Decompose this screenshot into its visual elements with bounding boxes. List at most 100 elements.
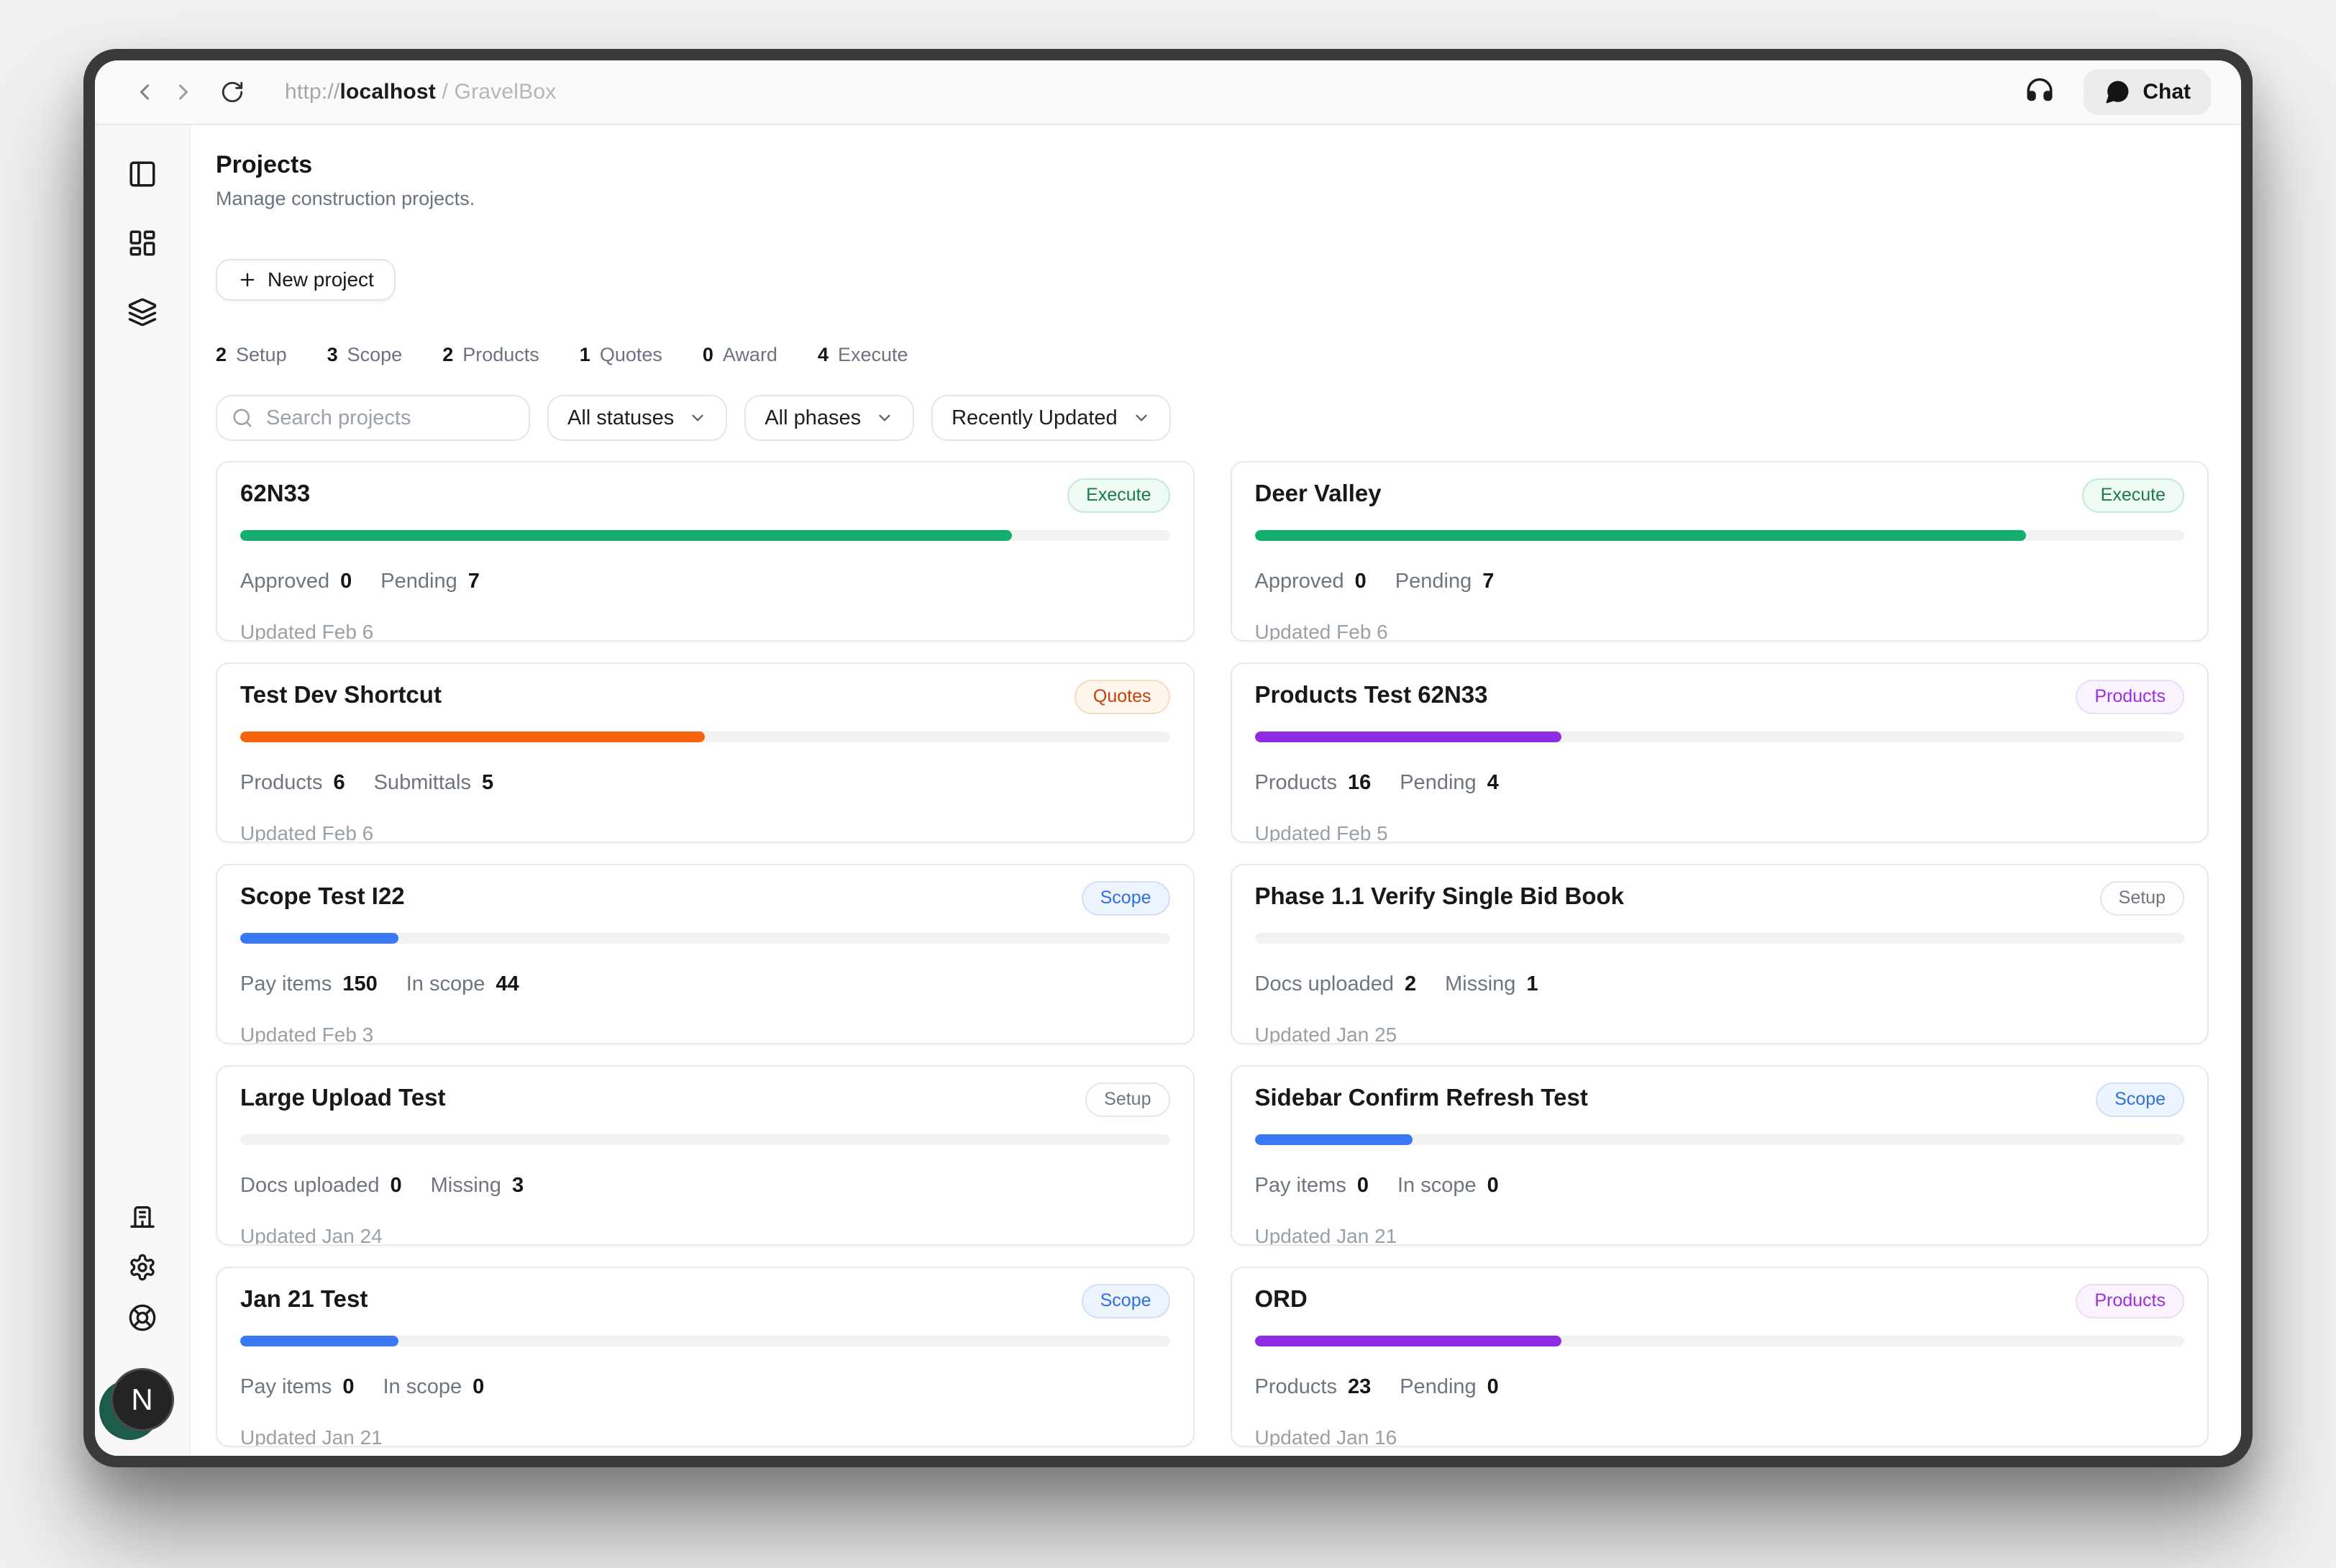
url-path: / GravelBox [435, 80, 557, 104]
project-title: Phase 1.1 Verify Single Bid Book [1254, 883, 1625, 909]
stat: Submittals 5 [374, 771, 494, 794]
updated-label: Updated Feb 6 [240, 822, 374, 843]
stat-value: 2 [1404, 972, 1417, 995]
project-card[interactable]: Jan 21 Test Scope Pay items 0 In scope 0 Up… [216, 1267, 1195, 1447]
headset-button[interactable] [2020, 73, 2059, 111]
browser-window: http://localhost / GravelBox Chat [83, 49, 2253, 1467]
stat-label: Products [240, 771, 323, 794]
phase-count-label: Award [722, 344, 777, 365]
stat-value: 0 [1487, 1174, 1499, 1197]
stat-label: Missing [430, 1174, 501, 1197]
stat: Pending 4 [1400, 771, 1499, 794]
plus-icon [240, 273, 255, 287]
stat-label: Docs uploaded [1254, 972, 1394, 995]
updated-label: Updated Feb 6 [240, 621, 374, 642]
phase-count-scope[interactable]: 3 Scope [327, 344, 403, 366]
chat-button[interactable]: Chat [2084, 69, 2211, 115]
stat: Pay items 150 [240, 972, 378, 995]
phase-count-value: 4 [817, 344, 829, 365]
stat: Pay items 0 [240, 1375, 354, 1398]
phase-count-setup[interactable]: 2 Setup [216, 344, 287, 366]
project-stats: Approved 0 Pending 7 [240, 570, 1170, 593]
phase-count-value: 1 [579, 344, 590, 365]
back-button[interactable] [125, 73, 164, 111]
progress-track [1254, 1336, 2184, 1346]
project-card[interactable]: Phase 1.1 Verify Single Bid Book Setup D… [1230, 864, 2209, 1044]
stat-label: Products [1254, 1375, 1337, 1398]
phase-filter-dropdown[interactable]: All phases [744, 395, 915, 441]
updated-label: Updated Jan 21 [1254, 1225, 1397, 1246]
stat: Pending 0 [1400, 1375, 1499, 1398]
page-subtitle: Manage construction projects. [216, 188, 475, 209]
sidebar-item-projects[interactable] [127, 296, 158, 328]
sidebar-item-dashboard[interactable] [127, 227, 158, 259]
page-header: Projects Manage construction projects. [191, 125, 2241, 234]
progress-track [240, 1134, 1170, 1145]
progress-track [240, 731, 1170, 742]
search-box [216, 395, 530, 441]
phase-badge: Setup [2099, 881, 2184, 916]
project-stats: Approved 0 Pending 7 [1255, 570, 2185, 593]
stat-value: 23 [1347, 1375, 1372, 1398]
search-icon [233, 409, 252, 427]
phase-filter-label: All phases [765, 406, 862, 429]
stat-label: In scope [406, 972, 485, 995]
project-title: Test Dev Shortcut [240, 681, 442, 708]
project-card[interactable]: Deer Valley Execute Approved 0 Pending 7 Up… [1230, 461, 2209, 642]
stat-value: 3 [511, 1174, 524, 1197]
project-card[interactable]: Large Upload Test Setup Docs uploaded 0 Mi… [216, 1065, 1195, 1246]
stat: In scope 0 [1397, 1174, 1499, 1197]
progress-fill [1254, 1336, 1562, 1346]
project-title: Products Test 62N33 [1254, 681, 1488, 708]
phase-count-quotes[interactable]: 1 Quotes [580, 344, 662, 366]
phase-count-value: 0 [702, 344, 713, 365]
stat: Products 16 [1255, 771, 1372, 794]
forward-button[interactable] [164, 73, 203, 111]
refresh-button[interactable] [213, 73, 252, 111]
url-bar[interactable]: http://localhost / GravelBox [285, 80, 556, 104]
phase-badge: Scope [1081, 881, 1170, 916]
life-buoy-icon [129, 1304, 155, 1331]
updated-label: Updated Jan 24 [240, 1225, 383, 1246]
project-stats: Pay items 0 In scope 0 [1255, 1174, 2185, 1197]
stat-label: Approved [240, 570, 330, 593]
updated-label: Updated Jan 16 [1254, 1426, 1397, 1447]
stat: Pending 7 [1395, 570, 1495, 593]
stat-label: Pending [1395, 570, 1472, 593]
sort-dropdown[interactable]: Recently Updated [931, 395, 1171, 441]
phase-badge: Quotes [1074, 680, 1170, 714]
sidebar-item-help[interactable] [127, 1302, 158, 1334]
project-card[interactable]: Products Test 62N33 Products Products 16 P… [1230, 662, 2209, 843]
search-input[interactable] [216, 395, 530, 441]
project-card[interactable]: ORD Products Products 23 Pending 0 Updated … [1230, 1267, 2209, 1447]
filter-row: All statuses All phases Recently Updated [216, 395, 2209, 441]
user-avatar[interactable]: N [99, 1368, 174, 1440]
stat-value: 44 [496, 972, 519, 995]
sidebar-item-settings[interactable] [127, 1252, 158, 1283]
phase-count-execute[interactable]: 4 Execute [818, 344, 908, 366]
stat-value: 0 [1356, 1174, 1369, 1197]
stat-value: 7 [467, 570, 480, 593]
phase-count-award[interactable]: 0 Award [703, 344, 777, 366]
status-filter-dropdown[interactable]: All statuses [547, 395, 728, 441]
headset-icon [2027, 78, 2053, 101]
project-stats: Products 23 Pending 0 [1255, 1375, 2185, 1398]
sidebar-item-company[interactable] [127, 1201, 158, 1233]
panel-left-icon [129, 161, 155, 187]
project-card[interactable]: Sidebar Confirm Refresh Test Scope Pay i… [1230, 1065, 2209, 1246]
stat: Pending 7 [380, 570, 480, 593]
project-title: Jan 21 Test [240, 1285, 368, 1312]
stat: Missing 1 [1445, 972, 1538, 995]
stat-label: Pending [380, 570, 457, 593]
sort-label: Recently Updated [952, 406, 1118, 429]
new-project-button[interactable]: New project [216, 259, 396, 301]
project-card[interactable]: Scope Test I22 Scope Pay items 150 In scop… [216, 864, 1195, 1044]
stat-label: Approved [1254, 570, 1344, 593]
sidebar-toggle-button[interactable] [127, 158, 158, 190]
progress-fill [240, 1336, 398, 1346]
project-card[interactable]: Test Dev Shortcut Quotes Products 6 Submit… [216, 662, 1195, 843]
phase-count-products[interactable]: 2 Products [442, 344, 539, 366]
project-card[interactable]: 62N33 Execute Approved 0 Pending 7 Updated … [216, 461, 1195, 642]
stat-value: 5 [481, 771, 494, 794]
progress-track [1254, 1134, 2184, 1145]
